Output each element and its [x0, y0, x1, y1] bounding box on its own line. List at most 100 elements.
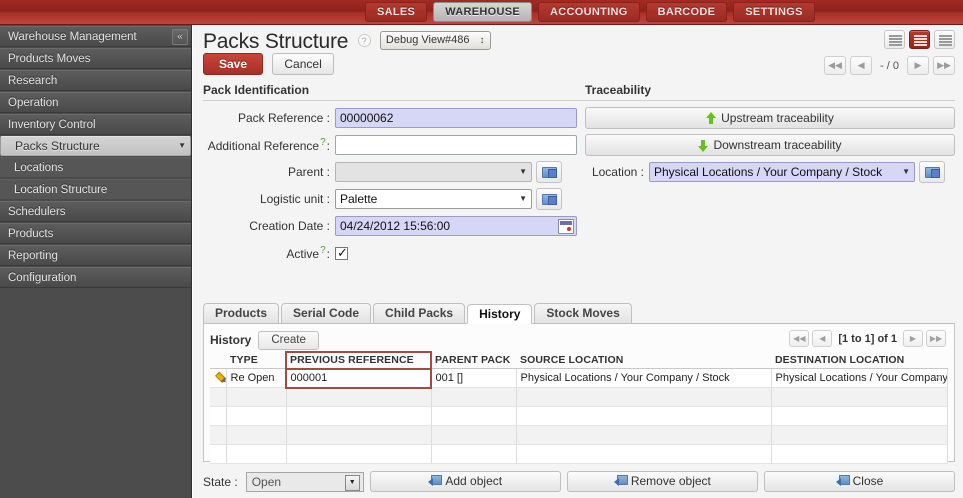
- logistic-unit-select[interactable]: Palette: [335, 189, 532, 209]
- active-help-icon[interactable]: ?: [320, 245, 326, 256]
- col-parent-pack[interactable]: PARENT PACK: [431, 352, 516, 369]
- empty-cell: [771, 387, 948, 407]
- top-menu-item-sales[interactable]: SALES: [365, 2, 428, 22]
- table-row-empty[interactable]: [210, 425, 948, 445]
- form-view-glyph: [914, 35, 927, 46]
- empty-cell: [431, 444, 517, 464]
- logistic-unit-open-folder-icon[interactable]: [536, 188, 562, 210]
- upstream-traceability-button[interactable]: Upstream traceability: [585, 107, 955, 129]
- active-checkbox[interactable]: [335, 245, 348, 261]
- page-title: Packs Structure: [203, 30, 349, 53]
- destination-location-text: Physical Locations / Your Company / Outp…: [775, 372, 948, 384]
- tab-child-packs[interactable]: Child Packs: [373, 303, 466, 323]
- table-row[interactable]: Re Open 000001 001 [] Physical Locations…: [210, 367, 948, 389]
- empty-cell: [286, 444, 432, 464]
- tab-stock-moves[interactable]: Stock Moves: [534, 303, 632, 323]
- calendar-icon[interactable]: [558, 219, 574, 234]
- col-source-location[interactable]: SOURCE LOCATION: [516, 352, 771, 369]
- empty-cell: [516, 425, 772, 445]
- col-previous-reference[interactable]: PREVIOUS REFERENCE: [285, 351, 432, 370]
- top-menu-item-settings[interactable]: SETTINGS: [733, 2, 815, 22]
- history-panel-label: History: [210, 333, 252, 347]
- upstream-traceability-label: Upstream traceability: [721, 111, 834, 125]
- remove-object-button[interactable]: Remove object: [566, 471, 758, 492]
- location-select[interactable]: Physical Locations / Your Company / Stoc…: [649, 162, 915, 182]
- empty-cell: [210, 387, 227, 407]
- tab-serial-code[interactable]: Serial Code: [281, 303, 372, 323]
- list-view-icon[interactable]: [884, 30, 905, 49]
- add-object-label: Add object: [445, 474, 503, 488]
- col-destination-location[interactable]: DESTINATION LOCATION: [771, 352, 948, 369]
- col-type[interactable]: TYPE: [226, 352, 286, 369]
- cancel-button[interactable]: Cancel: [272, 53, 334, 75]
- remove-object-icon: [613, 475, 628, 486]
- active-label: Active?:: [203, 245, 335, 261]
- grid-view-glyph: [939, 35, 952, 46]
- create-button[interactable]: Create: [258, 330, 319, 350]
- sidebar-item-products[interactable]: Products: [0, 223, 191, 244]
- logistic-unit-label: Logistic unit :: [259, 192, 330, 206]
- history-pager-last-icon[interactable]: ▶▶: [926, 330, 946, 347]
- top-menu-item-accounting[interactable]: ACCOUNTING: [538, 2, 640, 22]
- field-row-additional-reference: Additional Reference?:: [203, 134, 588, 156]
- state-select[interactable]: Open: [245, 471, 364, 492]
- traceability-title: Traceability: [585, 83, 955, 101]
- sidebar-item-reporting[interactable]: Reporting: [0, 245, 191, 266]
- pager-last-icon[interactable]: ▶▶: [933, 56, 955, 75]
- sidebar-item-configuration[interactable]: Configuration: [0, 267, 191, 288]
- sidebar-item-packs-structure[interactable]: Packs Structure: [0, 136, 191, 156]
- empty-cell: [431, 387, 517, 407]
- add-object-button[interactable]: Add object: [369, 471, 561, 492]
- sidebar-item-products-moves[interactable]: Products Moves: [0, 48, 191, 69]
- history-pager-prev-icon[interactable]: ◀: [812, 330, 833, 347]
- sidebar-item-warehouse-management[interactable]: Warehouse Management «: [0, 26, 191, 47]
- parent-open-folder-icon[interactable]: [536, 161, 562, 183]
- top-navigation-bar: SALES WAREHOUSE ACCOUNTING BARCODE SETTI…: [0, 0, 963, 25]
- tab-history[interactable]: History: [467, 304, 533, 324]
- additional-reference-input[interactable]: [335, 135, 577, 155]
- close-button[interactable]: Close: [763, 471, 956, 492]
- sidebar-item-operation[interactable]: Operation: [0, 92, 191, 113]
- top-menu-item-barcode[interactable]: BARCODE: [645, 2, 728, 22]
- history-table-head: TYPE PREVIOUS REFERENCE PARENT PACK SOUR…: [210, 351, 948, 370]
- sidebar-item-inventory-control[interactable]: Inventory Control: [0, 114, 191, 135]
- table-row-empty[interactable]: [210, 444, 948, 464]
- location-open-folder-icon[interactable]: [919, 161, 945, 183]
- grid-view-icon[interactable]: [934, 30, 955, 49]
- pager-next-icon[interactable]: ▶: [907, 56, 929, 75]
- pencil-icon[interactable]: [212, 369, 225, 386]
- view-selector-dropdown[interactable]: Debug View#486: [379, 31, 491, 50]
- parent-select[interactable]: [335, 162, 532, 182]
- sidebar-collapse-icon[interactable]: «: [172, 29, 188, 45]
- creation-date-input[interactable]: 04/24/2012 15:56:00: [335, 216, 577, 236]
- save-button[interactable]: Save: [203, 53, 264, 75]
- edit-row-icon-cell[interactable]: [210, 368, 227, 388]
- history-pager-label: [1 to 1] of 1: [838, 332, 897, 345]
- table-row-empty[interactable]: [210, 406, 948, 426]
- downstream-traceability-button[interactable]: Downstream traceability: [585, 134, 955, 156]
- sidebar-item-schedulers[interactable]: Schedulers: [0, 201, 191, 222]
- empty-cell: [226, 444, 287, 464]
- pager-label: - / 0: [880, 59, 899, 72]
- close-icon: [835, 475, 850, 486]
- location-label: Location :: [591, 165, 644, 179]
- tab-products[interactable]: Products: [203, 303, 280, 323]
- pager-first-icon[interactable]: ◀◀: [824, 56, 847, 75]
- remove-row-icon[interactable]: ×: [934, 372, 941, 384]
- help-icon[interactable]: ?: [357, 34, 371, 47]
- sidebar-item-location-structure[interactable]: Location Structure: [0, 179, 191, 200]
- table-row-empty[interactable]: [210, 387, 948, 407]
- history-pager-next-icon[interactable]: ▶: [903, 330, 923, 347]
- pack-reference-input[interactable]: 00000062: [335, 108, 577, 128]
- history-pager-first-icon[interactable]: ◀◀: [789, 330, 810, 347]
- top-menu-item-warehouse[interactable]: WAREHOUSE: [433, 2, 533, 22]
- state-label: State :: [203, 474, 238, 489]
- pack-identification-title: Pack Identification: [203, 83, 588, 101]
- pager-prev-icon[interactable]: ◀: [850, 56, 873, 75]
- sidebar-item-locations[interactable]: Locations: [0, 157, 191, 178]
- form-view-icon[interactable]: [909, 30, 930, 49]
- sidebar-item-research[interactable]: Research: [0, 70, 191, 91]
- arrow-down-icon: [698, 139, 709, 152]
- additional-reference-help-icon[interactable]: ?: [320, 137, 326, 148]
